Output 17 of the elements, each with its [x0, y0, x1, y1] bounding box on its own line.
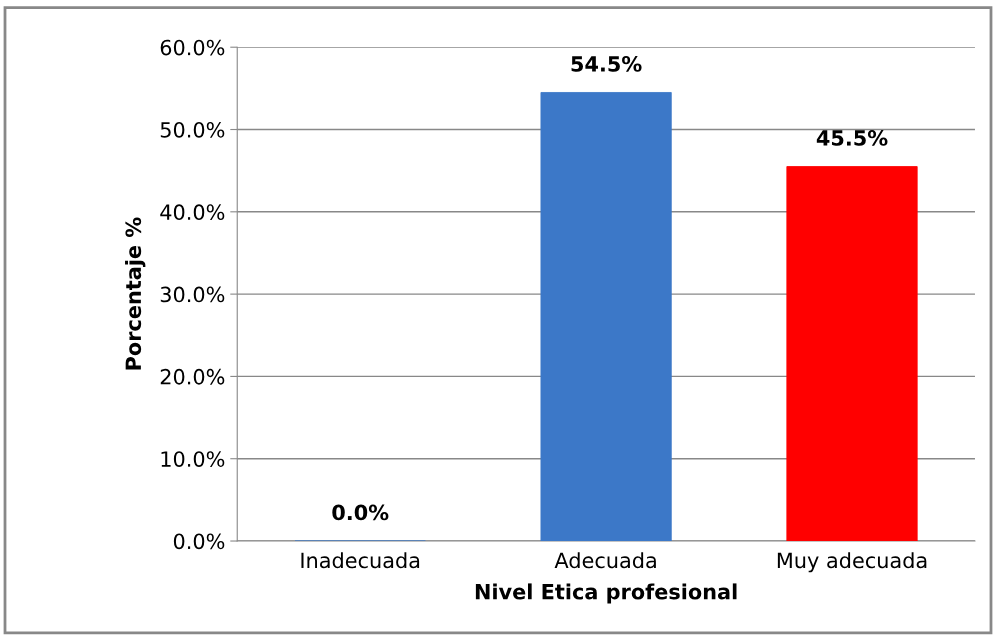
- y-tick-label: 20.0%: [160, 368, 225, 385]
- bar: [786, 166, 918, 542]
- y-tick-label: 40.0%: [160, 204, 225, 221]
- y-tick-label: 0.0%: [173, 533, 225, 550]
- y-tick-label: 60.0%: [160, 39, 225, 56]
- y-tick-label: 10.0%: [161, 451, 225, 467]
- y-tick-label: 50.0%: [160, 121, 225, 138]
- x-tick-label: Adecuada: [554, 552, 656, 569]
- x-tick-label: Inadecuada: [301, 552, 420, 569]
- y-axis-title: Porcentaje %: [125, 217, 146, 370]
- data-label: 0.0%: [332, 504, 389, 521]
- data-label: 45.5%: [816, 130, 888, 146]
- x-tick-label: Muy adecuada: [777, 552, 927, 573]
- y-tick-label: 30.0%: [160, 286, 225, 303]
- data-label: 54.5%: [571, 56, 642, 72]
- bar: [540, 92, 672, 542]
- x-axis-title: Nivel Etica profesional: [475, 583, 737, 604]
